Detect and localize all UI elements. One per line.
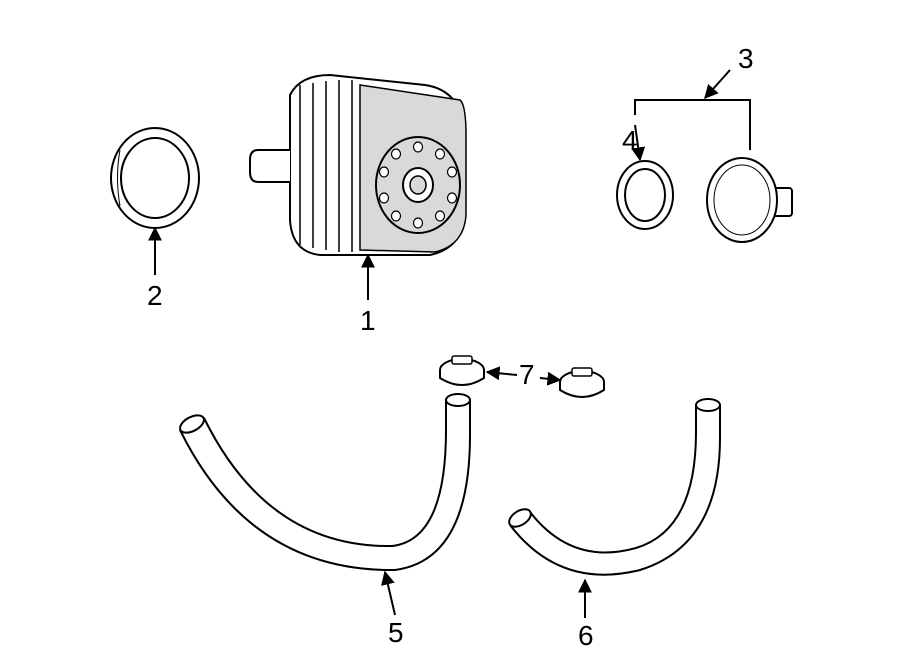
clamp-right — [560, 368, 604, 397]
seal-ring-large — [111, 128, 199, 228]
cap-assembly-group — [617, 100, 792, 242]
cap-assembly — [707, 158, 792, 242]
hose-short — [506, 399, 720, 575]
seal-ring-small — [617, 161, 673, 229]
oil-cooler — [250, 75, 466, 255]
callout-3: 3 — [738, 43, 754, 74]
callout-4: 4 — [622, 125, 638, 156]
callout-2: 2 — [147, 280, 163, 311]
callout-6: 6 — [578, 620, 594, 651]
hose-long — [177, 394, 470, 570]
callout-5: 5 — [388, 617, 404, 648]
callout-7: 7 — [519, 359, 535, 390]
clamp-left — [440, 356, 484, 385]
callout-1: 1 — [360, 305, 376, 336]
parts-diagram: 2 1 3 4 7 5 6 — [0, 0, 900, 661]
